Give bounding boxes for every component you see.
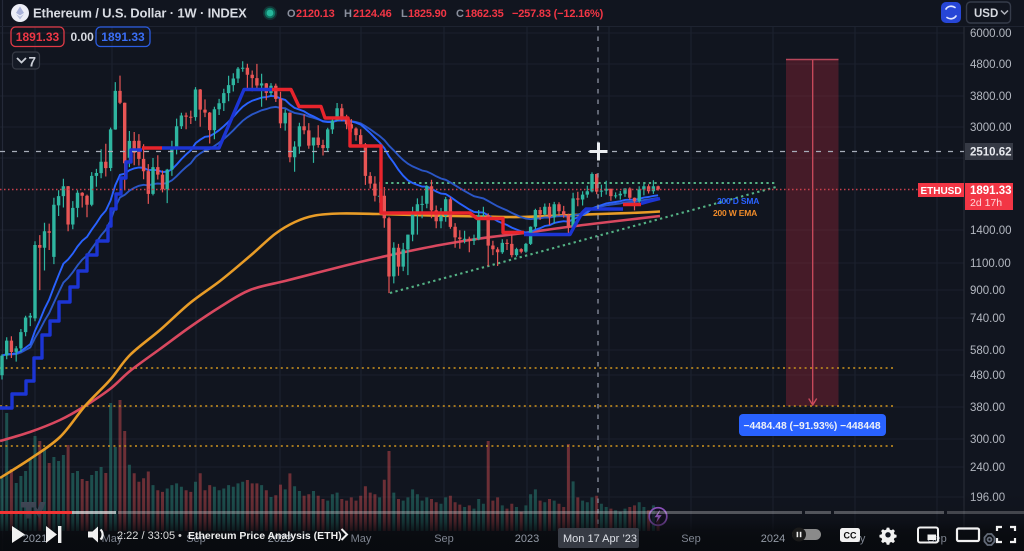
svg-text:1891.33: 1891.33 <box>970 185 1012 197</box>
svg-text:ETHUSD: ETHUSD <box>920 186 961 197</box>
svg-text:2120.13: 2120.13 <box>296 8 335 20</box>
svg-text:6000.00: 6000.00 <box>970 28 1012 40</box>
svg-text:USD: USD <box>974 8 998 20</box>
svg-text:2124.46: 2124.46 <box>353 8 392 20</box>
svg-text:C: C <box>456 8 464 20</box>
svg-text:1400.00: 1400.00 <box>970 225 1012 237</box>
svg-text:Ethereum Price Analysis (ETH): Ethereum Price Analysis (ETH) <box>188 530 342 542</box>
svg-text:Sep: Sep <box>681 533 701 545</box>
svg-text:480.00: 480.00 <box>970 370 1005 382</box>
svg-text:1100.00: 1100.00 <box>970 258 1011 270</box>
svg-text:7: 7 <box>29 55 37 70</box>
svg-text:•: • <box>178 530 182 542</box>
svg-text:2:22 / 33:05: 2:22 / 33:05 <box>117 530 175 542</box>
svg-text:Sep: Sep <box>186 533 206 545</box>
svg-text:O: O <box>287 8 296 20</box>
svg-text:1862.35: 1862.35 <box>465 8 504 20</box>
svg-text:580.00: 580.00 <box>970 345 1005 357</box>
svg-text:3000.00: 3000.00 <box>970 122 1012 134</box>
svg-text:CC: CC <box>844 531 857 541</box>
svg-text:2024: 2024 <box>761 533 785 545</box>
svg-text:H: H <box>344 8 352 20</box>
svg-text:1825.90: 1825.90 <box>408 8 447 20</box>
svg-text:3800.00: 3800.00 <box>970 91 1012 103</box>
svg-text:Mon 17 Apr ’23: Mon 17 Apr ’23 <box>563 533 637 545</box>
svg-text:−4484.48 (−91.93%) −448448: −4484.48 (−91.93%) −448448 <box>743 421 880 432</box>
svg-text:0.00: 0.00 <box>71 30 95 44</box>
svg-text:380.00: 380.00 <box>970 402 1005 414</box>
svg-text:Ethereum / U.S. Dollar · 1W ·: Ethereum / U.S. Dollar · 1W · INDEX <box>33 6 247 21</box>
svg-text:200 D SMA: 200 D SMA <box>717 196 759 206</box>
svg-text:4800.00: 4800.00 <box>970 59 1012 71</box>
svg-text:740.00: 740.00 <box>970 313 1005 325</box>
svg-text:300.00: 300.00 <box>970 434 1005 446</box>
svg-text:200 W EMA: 200 W EMA <box>713 208 757 218</box>
svg-text:May: May <box>351 533 372 545</box>
svg-text:Sep: Sep <box>434 533 454 545</box>
svg-text:1891.33: 1891.33 <box>16 30 60 44</box>
svg-text:2d 17h: 2d 17h <box>970 197 1002 209</box>
svg-text:1891.33: 1891.33 <box>101 30 145 44</box>
svg-text:900.00: 900.00 <box>970 285 1005 297</box>
svg-text:−257.83 (−12.16%): −257.83 (−12.16%) <box>512 8 604 20</box>
svg-text:May: May <box>102 533 123 545</box>
svg-text:2510.62: 2510.62 <box>970 147 1012 159</box>
svg-text:2022: 2022 <box>268 533 292 545</box>
svg-text:2021: 2021 <box>23 533 47 545</box>
svg-text:L: L <box>401 8 408 20</box>
svg-text:240.00: 240.00 <box>970 462 1005 474</box>
svg-text:2023: 2023 <box>515 533 539 545</box>
